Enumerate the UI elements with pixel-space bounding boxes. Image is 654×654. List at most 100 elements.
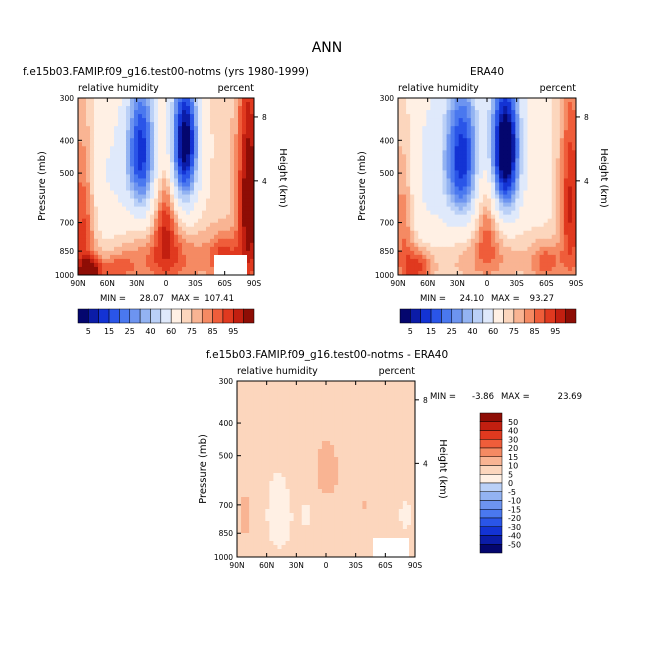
field-cell: [450, 174, 456, 179]
field-cell: [297, 469, 303, 474]
field-cell: [154, 182, 159, 187]
field-cell: [98, 246, 103, 252]
field-cell: [194, 238, 199, 244]
field-cell: [418, 262, 423, 268]
field-cell: [297, 421, 303, 426]
field-cell: [398, 425, 404, 430]
field-cell: [218, 138, 223, 143]
field-cell: [237, 437, 242, 442]
field-cell: [194, 150, 199, 155]
field-cell: [531, 234, 537, 240]
field-cell: [551, 210, 557, 216]
field-cell: [206, 186, 211, 192]
field-cell: [511, 162, 516, 167]
field-cell: [330, 449, 335, 454]
field-cell: [378, 409, 384, 414]
field-cell: [218, 102, 223, 107]
field-cell: [382, 449, 388, 454]
field-cell: [539, 210, 545, 216]
field-cell: [346, 457, 351, 462]
field-cell: [410, 429, 416, 434]
field-cell: [210, 186, 215, 192]
field-cell: [246, 214, 251, 220]
field-cell: [446, 162, 452, 167]
field-cell: [478, 242, 484, 248]
field-cell: [102, 242, 107, 248]
field-cell: [230, 246, 235, 252]
field-cell: [206, 130, 211, 135]
field-cell: [154, 106, 159, 111]
field-cell: [430, 262, 435, 268]
field-cell: [78, 214, 83, 220]
field-cell: [519, 262, 524, 268]
field-cell: [539, 266, 545, 272]
field-cell: [114, 194, 119, 200]
field-cell: [257, 445, 262, 450]
field-cell: [398, 154, 403, 159]
field-cell: [531, 254, 537, 260]
field-cell: [571, 214, 577, 220]
field-cell: [559, 170, 565, 175]
field-cell: [134, 166, 139, 171]
field-cell: [507, 226, 512, 232]
field-cell: [434, 202, 439, 208]
field-cell: [511, 238, 516, 244]
field-cell: [430, 138, 435, 143]
field-cell: [281, 461, 287, 466]
field-cell: [246, 258, 251, 264]
field-cell: [98, 130, 103, 135]
field-cell: [342, 385, 347, 390]
field-cell: [90, 202, 95, 208]
field-cell: [78, 182, 83, 187]
field-cell: [326, 401, 331, 406]
field-cell: [418, 110, 423, 115]
field-cell: [90, 270, 95, 276]
field-cell: [478, 130, 484, 135]
field-cell: [519, 230, 524, 236]
field-cell: [390, 465, 396, 470]
field-cell: [102, 182, 107, 187]
field-cell: [571, 102, 577, 107]
field-cell: [174, 246, 179, 252]
field-cell: [82, 194, 87, 200]
field-cell: [507, 146, 512, 151]
field-cell: [146, 250, 151, 256]
field-cell: [414, 154, 419, 159]
field-cell: [222, 110, 227, 115]
field-cell: [398, 130, 403, 135]
field-cell: [142, 182, 147, 187]
field-cell: [134, 258, 139, 264]
field-cell: [122, 206, 127, 212]
field-cell: [326, 393, 331, 398]
field-cell: [402, 465, 408, 470]
field-cell: [98, 190, 103, 196]
field-cell: [186, 250, 191, 256]
field-cell: [454, 166, 460, 171]
field-cell: [438, 118, 443, 123]
field-cell: [90, 98, 95, 103]
field-cell: [250, 98, 255, 103]
field-cell: [174, 102, 179, 107]
field-cell: [198, 170, 203, 175]
field-cell: [519, 194, 524, 200]
field-cell: [462, 194, 468, 200]
field-cell: [326, 437, 331, 442]
field-cell: [238, 138, 243, 143]
field-cell: [466, 194, 472, 200]
field-cell: [358, 401, 363, 406]
field-cell: [350, 461, 355, 466]
field-cell: [543, 174, 549, 179]
field-cell: [426, 134, 431, 139]
field-cell: [398, 385, 404, 390]
field-cell: [515, 254, 520, 260]
field-cell: [338, 437, 343, 442]
field-cell: [511, 154, 516, 159]
field-cell: [174, 226, 179, 232]
field-cell: [98, 178, 103, 183]
field-cell: [346, 449, 351, 454]
field-cell: [499, 254, 504, 260]
field-cell: [434, 142, 439, 147]
field-cell: [426, 166, 431, 171]
field-cell: [523, 110, 528, 115]
field-cell: [110, 130, 115, 135]
